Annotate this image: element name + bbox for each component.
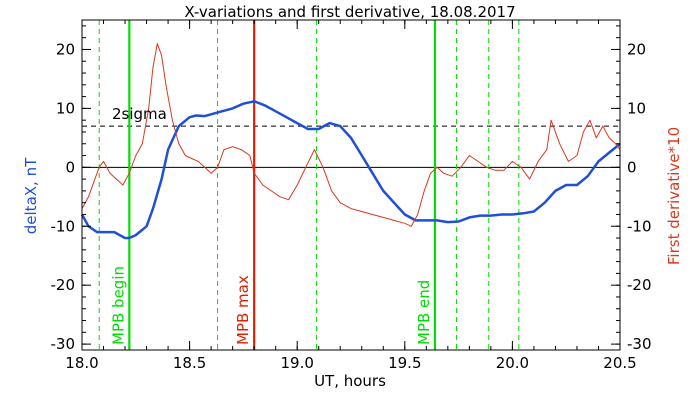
y-tick-label-right: 0 (627, 158, 637, 176)
y-axis-label-left: deltaX, nT (22, 157, 40, 234)
y-tick-label-left: -10 (51, 217, 76, 235)
x-tick-label: 18.5 (173, 354, 206, 372)
y-tick-label-right: -20 (627, 276, 652, 294)
marker-label-mpb-begin: MPB begin (109, 266, 127, 345)
y-tick-label-left: -30 (51, 335, 76, 353)
axes-frame (81, 19, 621, 351)
y-tick-label-left: 20 (56, 40, 75, 58)
deltax-series-line (80, 100, 621, 240)
y-tick-label-right: 20 (627, 40, 646, 58)
threshold-label: 2sigma (112, 105, 167, 123)
marker-label-mpb-end: MPB end (415, 280, 433, 345)
y-tick-label-left: 10 (56, 99, 75, 117)
derivative-series-line (81, 43, 621, 227)
chart-labels: X-variations and first derivative, 18.08… (22, 3, 683, 390)
series-lines (80, 43, 621, 240)
y-tick-label-left: -20 (51, 276, 76, 294)
x-tick-label: 19.0 (280, 354, 313, 372)
x-axis-label: UT, hours (314, 372, 386, 390)
x-tick-label: 19.5 (388, 354, 421, 372)
plot-area (82, 20, 620, 350)
y-axis-label-right: First derivative*10 (665, 127, 683, 265)
y-tick-label-right: -10 (627, 217, 652, 235)
y-tick-label-right: -30 (627, 335, 652, 353)
axes-border (81, 19, 621, 351)
x-tick-label: 20.0 (496, 354, 529, 372)
chart-title: X-variations and first derivative, 18.08… (184, 3, 515, 21)
plot-background (82, 20, 620, 350)
x-tick-label: 18.0 (65, 354, 98, 372)
axis-ticks: 18.0 18.5 19.0 19.5 20.0 20.5-30 -30-20 -20-10-… (51, 20, 652, 372)
y-tick-label-right: 10 (627, 99, 646, 117)
marker-label-mpb-max: MPB max (234, 275, 252, 345)
y-tick-label-left: 0 (65, 158, 75, 176)
x-tick-label: 20.5 (603, 354, 636, 372)
marker-lines: MPB begin MPB max MPB end (98, 20, 520, 350)
